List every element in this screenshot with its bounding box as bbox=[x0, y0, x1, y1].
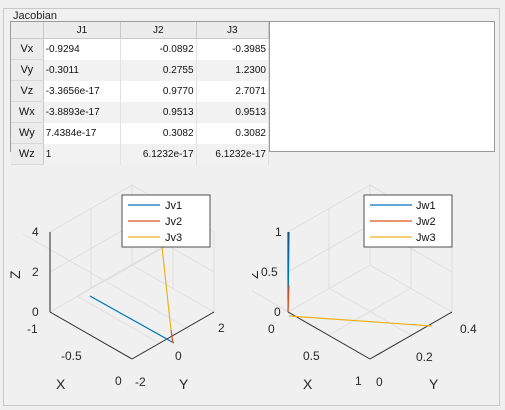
table-row: Wx -3.8893e-17 0.9513 0.9513 bbox=[11, 101, 270, 123]
legend-label-jv3: Jv3 bbox=[165, 232, 182, 244]
table-cell[interactable]: 2.7071 bbox=[196, 80, 270, 102]
x-axis-label: X bbox=[56, 376, 66, 392]
table-header-row: J1 J2 J3 bbox=[11, 22, 270, 39]
x-tick-label: 0 bbox=[268, 322, 275, 336]
table-row: Vy -0.3011 0.2755 1.2300 bbox=[11, 59, 270, 81]
y-tick-label: -2 bbox=[135, 375, 146, 389]
table-cell[interactable]: 6.1232e-17 bbox=[196, 143, 270, 165]
x-tick-label: -0.5 bbox=[61, 349, 82, 363]
table-empty-area bbox=[270, 21, 495, 152]
jacobian-panel: Jacobian bbox=[3, 8, 500, 406]
x-tick-label: 0.5 bbox=[303, 349, 320, 363]
y-tick-label: 0 bbox=[175, 349, 182, 363]
z-tick-label: 2 bbox=[32, 265, 39, 279]
y-tick-label: 0.4 bbox=[460, 322, 477, 336]
table-cell[interactable]: 0.3082 bbox=[196, 122, 270, 144]
table-row: Wz 1 6.1232e-17 6.1232e-17 bbox=[11, 143, 270, 165]
table-row: Vz -3.3656e-17 0.9770 2.7071 bbox=[11, 80, 270, 102]
jw-lines bbox=[287, 231, 433, 327]
tick-labels: 4 2 0 -1 -0.5 0 -2 0 2 bbox=[27, 225, 225, 389]
y-tick-label: 0 bbox=[376, 375, 383, 389]
table-cell[interactable]: 6.1232e-17 bbox=[120, 143, 197, 165]
table-cell[interactable]: 0.9513 bbox=[120, 101, 197, 123]
axis-labels: X Y Z bbox=[252, 270, 439, 392]
z-tick-label: 4 bbox=[32, 225, 39, 239]
jacobian-table[interactable]: J1 J2 J3 Vx -0.9294 -0.0892 -0.3985 Vy -… bbox=[10, 21, 270, 165]
table-cell[interactable]: 1.2300 bbox=[196, 59, 270, 81]
row-header[interactable]: Wy bbox=[11, 122, 44, 144]
table-cell[interactable]: -3.8893e-17 bbox=[43, 101, 122, 123]
jv-lines bbox=[89, 246, 175, 344]
table-cell[interactable]: 0.9513 bbox=[196, 101, 270, 123]
jw2-line bbox=[287, 284, 290, 313]
row-header[interactable]: Wx bbox=[11, 101, 44, 123]
legend[interactable]: Jw1 Jw2 Jw3 bbox=[363, 194, 453, 248]
legend[interactable]: Jv1 Jv2 Jv3 bbox=[121, 194, 211, 248]
row-header[interactable]: Wz bbox=[11, 143, 44, 165]
table-cell[interactable]: -0.3985 bbox=[196, 38, 270, 60]
y-tick-label: 0.2 bbox=[416, 350, 433, 364]
x-tick-label: 1 bbox=[355, 374, 362, 388]
x-tick-label: 0 bbox=[115, 374, 122, 388]
table-cell[interactable]: 0.9770 bbox=[120, 80, 197, 102]
z-axis-label: Z bbox=[10, 270, 23, 279]
legend-label-jw2: Jw2 bbox=[416, 216, 436, 228]
table-cell[interactable]: -0.9294 bbox=[43, 38, 122, 60]
y-axis-label: Y bbox=[429, 376, 439, 392]
z-tick-label: 1 bbox=[275, 225, 282, 239]
jv-3d-axes[interactable]: 4 2 0 -1 -0.5 0 -2 0 2 X Y Z Jv1 Jv2 Jv3 bbox=[10, 175, 250, 400]
legend-label-jw3: Jw3 bbox=[416, 232, 436, 244]
column-header[interactable]: J1 bbox=[43, 22, 122, 39]
z-tick-label: 0 bbox=[274, 305, 281, 319]
jw3-line bbox=[288, 315, 433, 327]
table-cell[interactable]: 0.3082 bbox=[120, 122, 197, 144]
table-cell[interactable]: 1 bbox=[43, 143, 122, 165]
table-cell[interactable]: -0.3011 bbox=[43, 59, 122, 81]
legend-label-jv1: Jv1 bbox=[165, 200, 182, 212]
column-header[interactable]: J2 bbox=[120, 22, 197, 39]
axis-lines bbox=[49, 232, 215, 360]
axis-labels: X Y Z bbox=[10, 270, 189, 392]
panel-title: Jacobian bbox=[11, 10, 60, 23]
corner-cell bbox=[11, 22, 44, 39]
table-row: Vx -0.9294 -0.0892 -0.3985 bbox=[11, 38, 270, 60]
table-cell[interactable]: 0.2755 bbox=[120, 59, 197, 81]
z-axis-label: Z bbox=[252, 270, 261, 279]
grid-lines bbox=[252, 184, 453, 336]
z-tick-label: 0.5 bbox=[261, 265, 278, 279]
column-header[interactable]: J3 bbox=[196, 22, 270, 39]
row-header[interactable]: Vy bbox=[11, 59, 44, 81]
y-axis-label: Y bbox=[179, 376, 189, 392]
table-cell[interactable]: -0.0892 bbox=[120, 38, 197, 60]
legend-label-jv2: Jv2 bbox=[165, 216, 182, 228]
legend-label-jw1: Jw1 bbox=[416, 200, 436, 212]
jv2-line bbox=[170, 329, 174, 344]
tick-labels: 1 0.5 0 0 0.5 1 0 0.2 0.4 bbox=[261, 225, 477, 389]
jv1-line bbox=[89, 295, 175, 344]
x-tick-label: -1 bbox=[27, 322, 38, 336]
x-axis-label: X bbox=[303, 376, 313, 392]
row-header[interactable]: Vz bbox=[11, 80, 44, 102]
z-tick-label: 0 bbox=[32, 305, 39, 319]
table-cell[interactable]: -3.3656e-17 bbox=[43, 80, 122, 102]
table-cell[interactable]: 7.4384e-17 bbox=[43, 122, 122, 144]
jv3-line bbox=[161, 246, 172, 331]
table-row: Wy 7.4384e-17 0.3082 0.3082 bbox=[11, 122, 270, 144]
row-header[interactable]: Vx bbox=[11, 38, 44, 60]
jw-3d-axes[interactable]: 1 0.5 0 0 0.5 1 0 0.2 0.4 X Y Z Jw1 Jw2 … bbox=[252, 175, 492, 400]
y-tick-label: 2 bbox=[218, 321, 225, 335]
